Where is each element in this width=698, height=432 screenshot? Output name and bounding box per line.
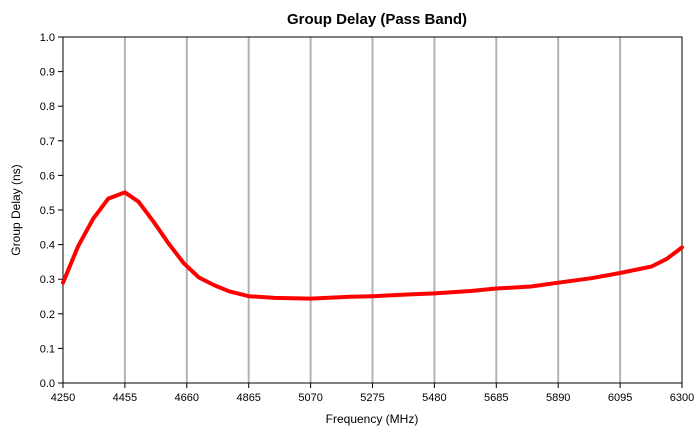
x-axis-title: Frequency (MHz) — [326, 412, 419, 426]
y-axis-title: Group Delay (ns) — [9, 164, 23, 255]
y-tick-label: 0.0 — [40, 378, 55, 390]
y-tick-label: 0.4 — [40, 240, 55, 252]
y-tick-label: 1.0 — [40, 32, 55, 44]
y-tick-label: 0.1 — [40, 343, 55, 355]
x-tick-label: 4455 — [113, 392, 137, 404]
x-tick-label: 4865 — [236, 392, 260, 404]
y-tick-label: 0.7 — [40, 136, 55, 148]
y-tick-label: 0.2 — [40, 309, 55, 321]
x-tick-label: 6095 — [608, 392, 632, 404]
y-tick-label: 0.9 — [40, 67, 55, 79]
series-group — [61, 190, 684, 301]
series-line-0 — [61, 190, 684, 301]
y-axis-ticks: 0.0 0.1 0.2 0.3 0.4 0.5 0.6 0.7 0.8 0.9 1.0 — [40, 32, 63, 390]
y-tick-label: 0.8 — [40, 101, 55, 113]
chart-title: Group Delay (Pass Band) — [287, 11, 467, 28]
y-tick-label: 0.3 — [40, 274, 55, 286]
x-tick-label: 5480 — [422, 392, 446, 404]
x-tick-label: 5890 — [546, 392, 570, 404]
y-tick-label: 0.5 — [40, 205, 55, 217]
x-tick-label: 5275 — [360, 392, 384, 404]
x-axis-ticks: 4250 4455 4660 4865 5070 5275 5480 5685 5890 6095… — [51, 383, 694, 404]
x-tick-label: 5070 — [298, 392, 322, 404]
x-tick-label: 4250 — [51, 392, 75, 404]
x-tick-label: 4660 — [175, 392, 199, 404]
y-tick-label: 0.6 — [40, 170, 55, 182]
grid-lines — [123, 37, 622, 383]
x-tick-label: 5685 — [484, 392, 508, 404]
x-tick-label: 6300 — [670, 392, 694, 404]
